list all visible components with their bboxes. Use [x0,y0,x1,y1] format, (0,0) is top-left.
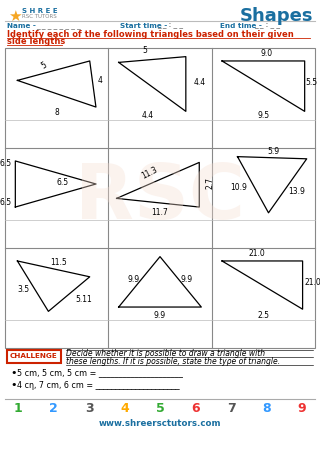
Text: 6.5: 6.5 [0,159,12,169]
Text: S H R E E: S H R E E [22,8,58,14]
Text: 4: 4 [98,76,102,85]
Text: Start time -: Start time - [120,23,167,29]
Text: these lengths. If it is possible, state the tyρe of triangle.: these lengths. If it is possible, state … [66,357,280,365]
Text: 6.5: 6.5 [57,178,69,187]
Text: 10.9: 10.9 [230,183,247,192]
Text: 2.5: 2.5 [257,311,269,320]
Text: 5: 5 [156,401,164,414]
Bar [5,48,315,348]
Text: side lengths: side lengths [7,37,65,46]
Text: _ _ : _ _: _ _ : _ _ [254,23,280,29]
Text: 6.5: 6.5 [0,198,12,207]
Text: 9.9: 9.9 [127,275,139,284]
Text: 9.5: 9.5 [257,111,269,120]
Text: 21.0: 21.0 [305,278,320,287]
Text: 9: 9 [298,401,306,414]
Text: 8: 8 [54,108,59,117]
Text: 9.9: 9.9 [154,311,166,320]
Text: 5.5: 5.5 [306,78,318,87]
Text: 11.5: 11.5 [50,258,67,267]
Text: 6: 6 [191,401,200,414]
Text: Decide whether it is possible to draw a triangle with: Decide whether it is possible to draw a … [66,349,265,357]
Text: 4: 4 [120,401,129,414]
Text: Shapes: Shapes [239,7,313,25]
Text: 4 cη, 7 cm, 6 cm = _____________________: 4 cη, 7 cm, 6 cm = _____________________ [17,381,180,389]
Text: 1: 1 [14,401,22,414]
Text: 5: 5 [40,60,49,70]
Text: 5: 5 [142,46,147,56]
Text: 4.4: 4.4 [141,111,154,120]
Text: 3.5: 3.5 [18,285,30,294]
Text: 11.3: 11.3 [140,165,159,180]
Text: _ _ _ _ _ _ _ _: _ _ _ _ _ _ _ _ [36,23,81,29]
Text: _ _ : _ _: _ _ : _ _ [157,23,183,29]
Text: •: • [10,380,17,390]
Text: 5.9: 5.9 [268,147,280,156]
Text: 4.4: 4.4 [193,78,205,87]
Text: 5 cm, 5 cm, 5 cm = _____________________: 5 cm, 5 cm, 5 cm = _____________________ [17,369,183,377]
Text: CHALLENGE: CHALLENGE [10,353,58,359]
Text: 9.9: 9.9 [181,275,193,284]
Text: www.shreersctutors.com: www.shreersctutors.com [99,419,221,427]
Text: 9.0: 9.0 [260,49,273,58]
Text: 8: 8 [262,401,271,414]
Text: 2.7: 2.7 [205,176,214,188]
Text: 3: 3 [85,401,93,414]
Text: Name -: Name - [7,23,36,29]
Text: 7: 7 [227,401,236,414]
Text: 11.7: 11.7 [152,208,168,217]
Text: Identify each of the following triangles based on their given: Identify each of the following triangles… [7,30,294,39]
Text: ★: ★ [8,9,22,24]
Text: 5.11: 5.11 [75,295,92,304]
Bar [7,350,61,363]
Text: 2: 2 [49,401,58,414]
Text: 13.9: 13.9 [288,187,305,196]
Text: RSC TUTORS: RSC TUTORS [22,14,57,19]
Text: •: • [10,368,17,378]
Text: End time -: End time - [220,23,262,29]
Text: RSC: RSC [75,161,245,235]
Text: 21.0: 21.0 [249,249,266,258]
